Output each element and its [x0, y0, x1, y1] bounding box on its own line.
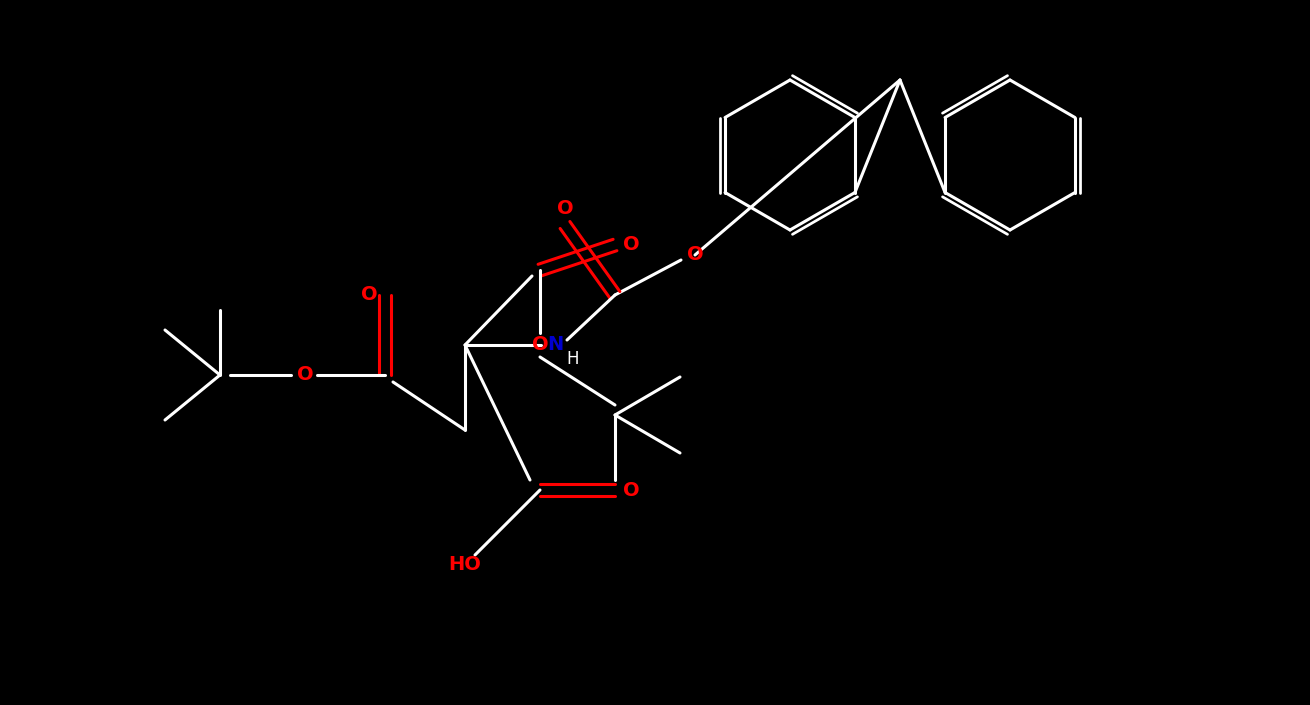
Text: O: O [532, 336, 549, 355]
Text: O: O [622, 481, 639, 500]
Text: O: O [622, 235, 639, 255]
Text: O: O [686, 245, 703, 264]
Text: O: O [557, 200, 574, 219]
Text: HO: HO [448, 556, 482, 575]
Text: N: N [546, 336, 563, 355]
Text: O: O [360, 286, 377, 305]
Text: H: H [567, 350, 579, 368]
Text: O: O [296, 365, 313, 384]
